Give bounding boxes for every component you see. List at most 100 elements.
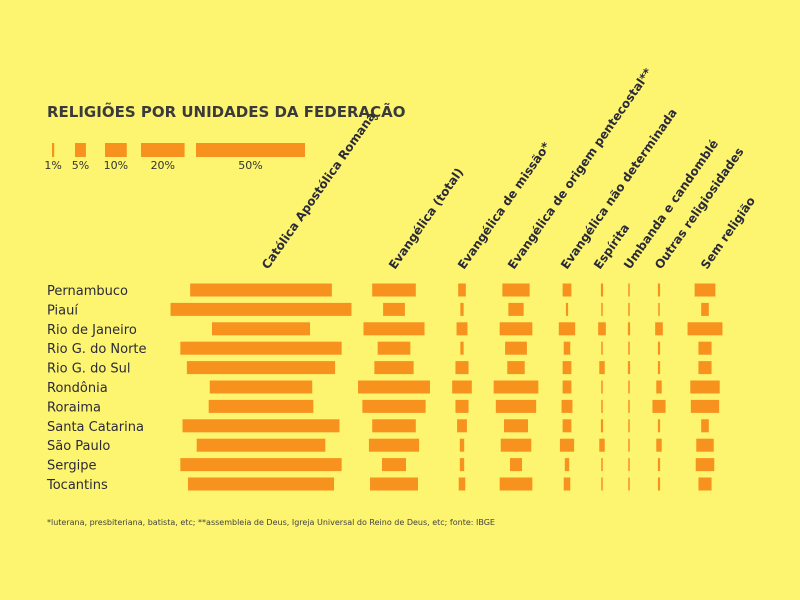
bar xyxy=(456,322,468,336)
row-label: Roraima xyxy=(47,400,101,415)
bar xyxy=(460,302,464,316)
bar xyxy=(363,322,425,336)
bar xyxy=(504,419,528,433)
bar xyxy=(601,380,603,394)
bar xyxy=(698,477,712,491)
legend-label: 1% xyxy=(44,159,61,172)
column-label: Evangélica de missão* xyxy=(455,139,554,272)
row-label: Santa Catarina xyxy=(47,420,144,435)
bar xyxy=(562,361,572,375)
column-label: Evangélica (total) xyxy=(386,165,466,271)
bar xyxy=(687,322,723,336)
bar xyxy=(559,438,575,452)
bar xyxy=(601,477,603,491)
bar xyxy=(508,302,524,316)
bar xyxy=(455,361,469,375)
bar xyxy=(690,380,720,394)
bar xyxy=(377,341,411,355)
bar xyxy=(628,458,630,472)
bar xyxy=(701,419,709,433)
bar xyxy=(208,399,314,413)
bar xyxy=(598,322,606,336)
bar xyxy=(601,341,603,355)
row-label: Rio G. do Sul xyxy=(47,362,131,377)
bar xyxy=(180,458,342,472)
footnote: *luterana, presbiteriana, batista, etc; … xyxy=(47,518,495,527)
bar xyxy=(657,361,661,375)
bar xyxy=(601,399,603,413)
bar xyxy=(696,438,714,452)
bar xyxy=(499,322,533,336)
row-label: Piauí xyxy=(47,303,78,318)
bar xyxy=(196,438,326,452)
bar xyxy=(372,419,416,433)
bar xyxy=(563,341,571,355)
bar xyxy=(459,438,465,452)
bar xyxy=(657,283,661,297)
bar xyxy=(505,341,527,355)
bar xyxy=(383,302,405,316)
bar xyxy=(563,477,571,491)
bar xyxy=(628,283,630,297)
bar xyxy=(562,283,572,297)
bar xyxy=(186,361,336,375)
bar xyxy=(558,322,576,336)
row-label: Sergipe xyxy=(47,459,96,474)
bar xyxy=(600,419,604,433)
bar xyxy=(362,399,426,413)
row-label: Rondônia xyxy=(47,381,108,396)
legend-label: 10% xyxy=(104,159,128,172)
bar xyxy=(370,477,418,491)
bar xyxy=(657,341,661,355)
bar xyxy=(628,302,630,316)
row-labels: Pernambuco Piauí Rio de Janeiro Rio G. do N… xyxy=(46,284,147,493)
bar xyxy=(600,283,604,297)
legend: 1% 5% 10% 20% 50% xyxy=(44,143,305,172)
bar xyxy=(358,380,430,394)
bar xyxy=(628,419,630,433)
bar xyxy=(601,458,603,472)
bar xyxy=(694,283,716,297)
bar xyxy=(627,361,631,375)
bar xyxy=(209,380,313,394)
bar xyxy=(187,477,335,491)
bar xyxy=(372,283,416,297)
bar xyxy=(698,341,712,355)
legend-label: 5% xyxy=(72,159,89,172)
bar xyxy=(656,438,662,452)
bar xyxy=(190,283,332,297)
bar xyxy=(182,419,340,433)
bar xyxy=(655,322,663,336)
bar xyxy=(460,341,464,355)
legend-label: 50% xyxy=(238,159,262,172)
bar xyxy=(180,341,342,355)
bar xyxy=(211,322,311,336)
bar xyxy=(493,380,539,394)
legend-label: 20% xyxy=(151,159,175,172)
bar xyxy=(564,458,570,472)
row-label: São Paulo xyxy=(47,439,110,454)
bar xyxy=(374,361,414,375)
bar xyxy=(628,380,630,394)
bar xyxy=(565,302,569,316)
bar xyxy=(458,477,466,491)
bar xyxy=(628,438,630,452)
bar xyxy=(502,283,530,297)
bar xyxy=(658,302,660,316)
legend-swatch-0 xyxy=(52,143,55,157)
row-label: Tocantins xyxy=(46,478,108,493)
bar xyxy=(455,399,469,413)
bar xyxy=(657,458,661,472)
bar xyxy=(452,380,472,394)
bar xyxy=(495,399,537,413)
bar xyxy=(382,458,406,472)
row-label: Rio de Janeiro xyxy=(47,323,137,338)
bar xyxy=(701,302,709,316)
bar xyxy=(628,399,630,413)
legend-swatch-3 xyxy=(141,143,185,157)
bar xyxy=(627,322,631,336)
bar xyxy=(562,380,572,394)
bar xyxy=(652,399,666,413)
bar xyxy=(695,458,715,472)
